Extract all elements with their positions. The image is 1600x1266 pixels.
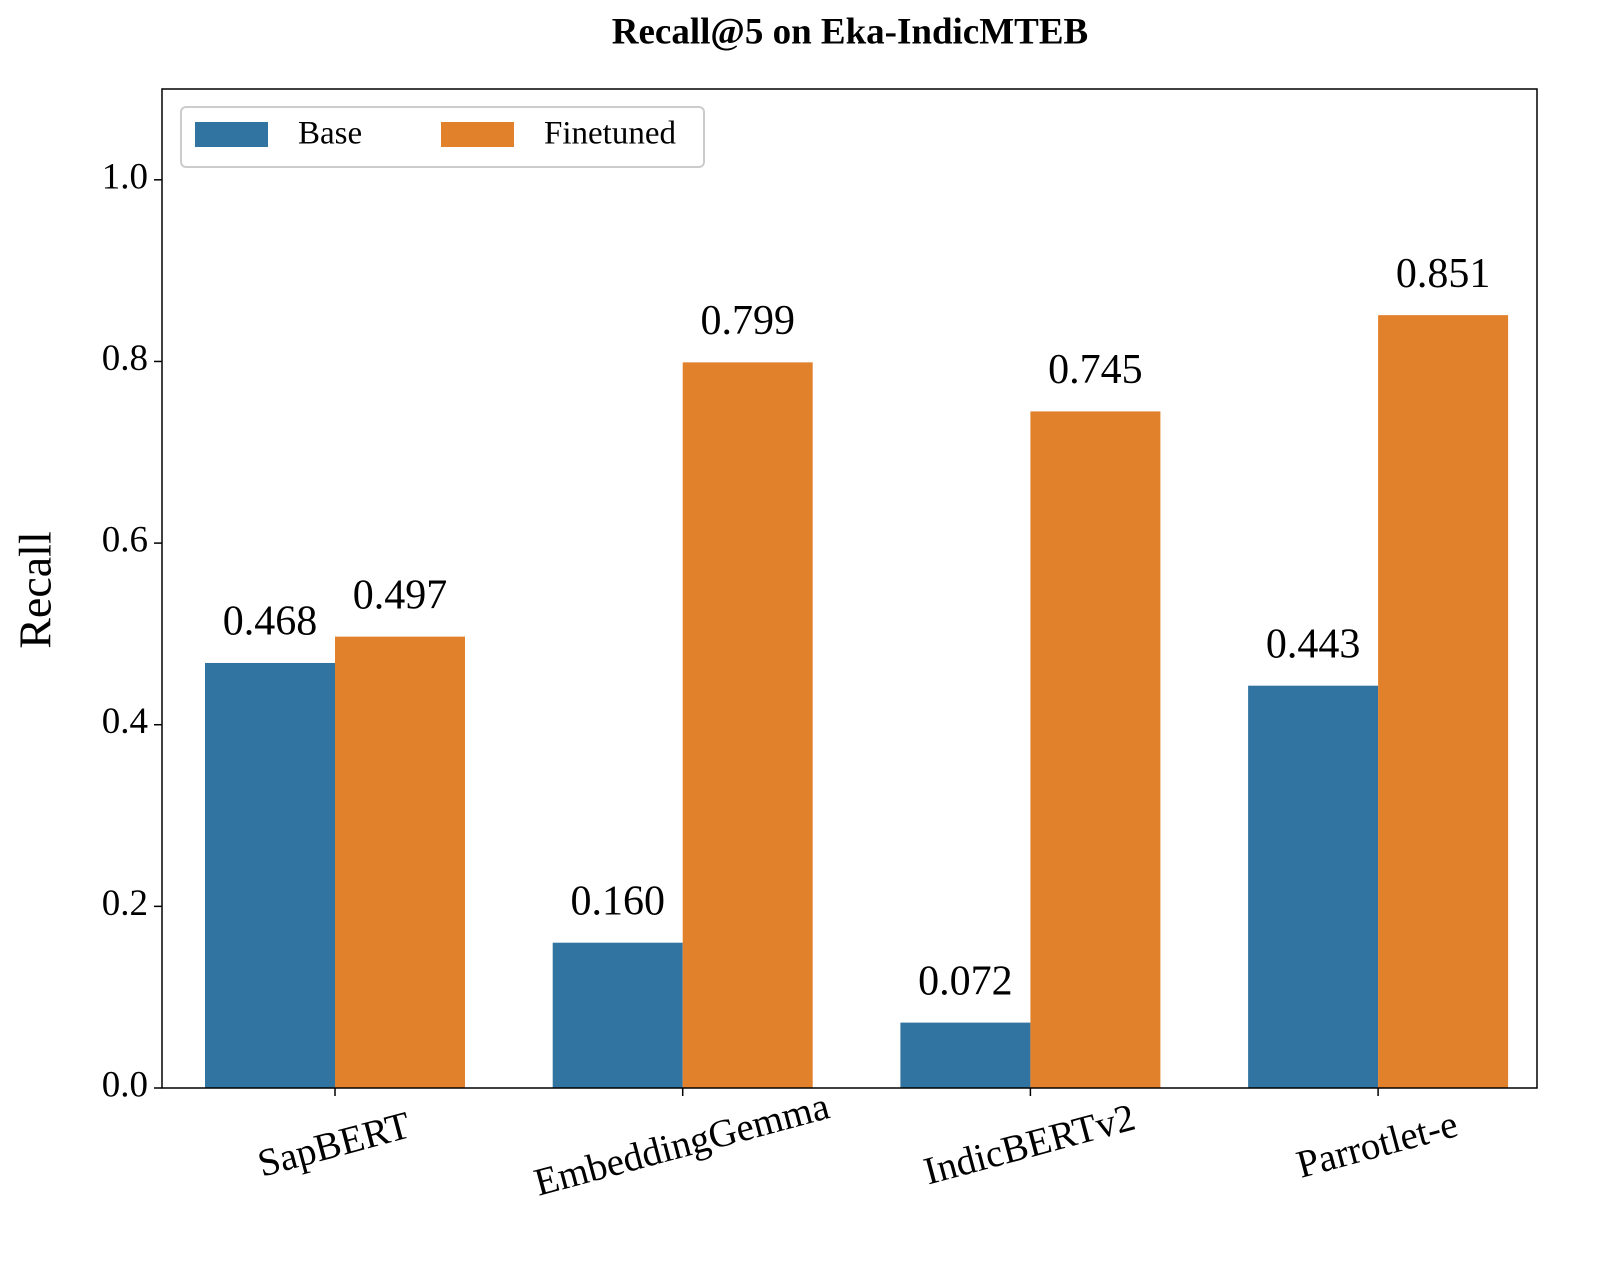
bar	[900, 1022, 1031, 1088]
bar	[1030, 411, 1161, 1088]
x-tick-label: SapBERT	[253, 1104, 415, 1186]
value-label: 0.497	[353, 572, 448, 618]
legend-label: Finetuned	[544, 116, 676, 152]
y-tick-label: 0.8	[102, 338, 148, 379]
chart-title: Recall@5 on Eka-IndicMTEB	[612, 11, 1088, 52]
y-tick-label: 1.0	[102, 156, 148, 197]
value-label: 0.851	[1396, 251, 1491, 297]
y-tick-label: 0.4	[102, 701, 148, 742]
bar	[1378, 315, 1509, 1088]
plot-frame	[161, 88, 1538, 1089]
legend-swatch	[195, 122, 268, 147]
x-tick-label: Parrotlet-e	[1292, 1103, 1462, 1187]
bar	[1248, 685, 1379, 1088]
bar	[552, 942, 683, 1088]
y-axis-label: Recall	[10, 531, 61, 649]
legend-label: Base	[298, 116, 362, 152]
value-label: 0.072	[918, 958, 1013, 1004]
x-tick-label: EmbeddingGemma	[530, 1085, 834, 1205]
y-tick-label: 0.2	[102, 883, 148, 924]
bar	[205, 662, 335, 1088]
value-label: 0.160	[570, 878, 665, 924]
value-label: 0.799	[700, 298, 795, 344]
value-label: 0.443	[1266, 621, 1361, 667]
x-tick-label: IndicBERTv2	[919, 1096, 1139, 1194]
y-tick-label: 0.0	[102, 1064, 148, 1105]
y-tick-label: 0.6	[102, 520, 148, 561]
bar	[335, 636, 465, 1088]
legend-swatch	[441, 122, 514, 147]
value-label: 0.745	[1048, 347, 1143, 393]
bar	[682, 362, 813, 1088]
value-label: 0.468	[223, 599, 318, 645]
